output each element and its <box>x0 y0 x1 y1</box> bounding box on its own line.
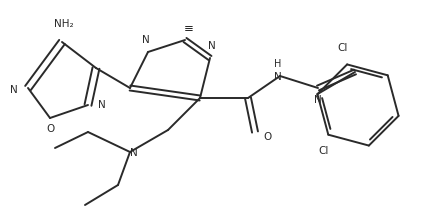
Text: N: N <box>208 41 216 51</box>
Text: N: N <box>314 95 322 105</box>
Text: Cl: Cl <box>318 146 329 156</box>
Text: N: N <box>274 72 282 82</box>
Text: NH₂: NH₂ <box>54 19 74 29</box>
Text: N: N <box>98 100 106 110</box>
Text: O: O <box>263 132 271 142</box>
Text: N: N <box>142 35 150 45</box>
Text: ≡: ≡ <box>184 21 194 34</box>
Text: N: N <box>130 148 138 158</box>
Text: O: O <box>46 124 54 134</box>
Text: H: H <box>274 59 282 69</box>
Text: Cl: Cl <box>337 43 347 54</box>
Text: N: N <box>10 85 18 95</box>
